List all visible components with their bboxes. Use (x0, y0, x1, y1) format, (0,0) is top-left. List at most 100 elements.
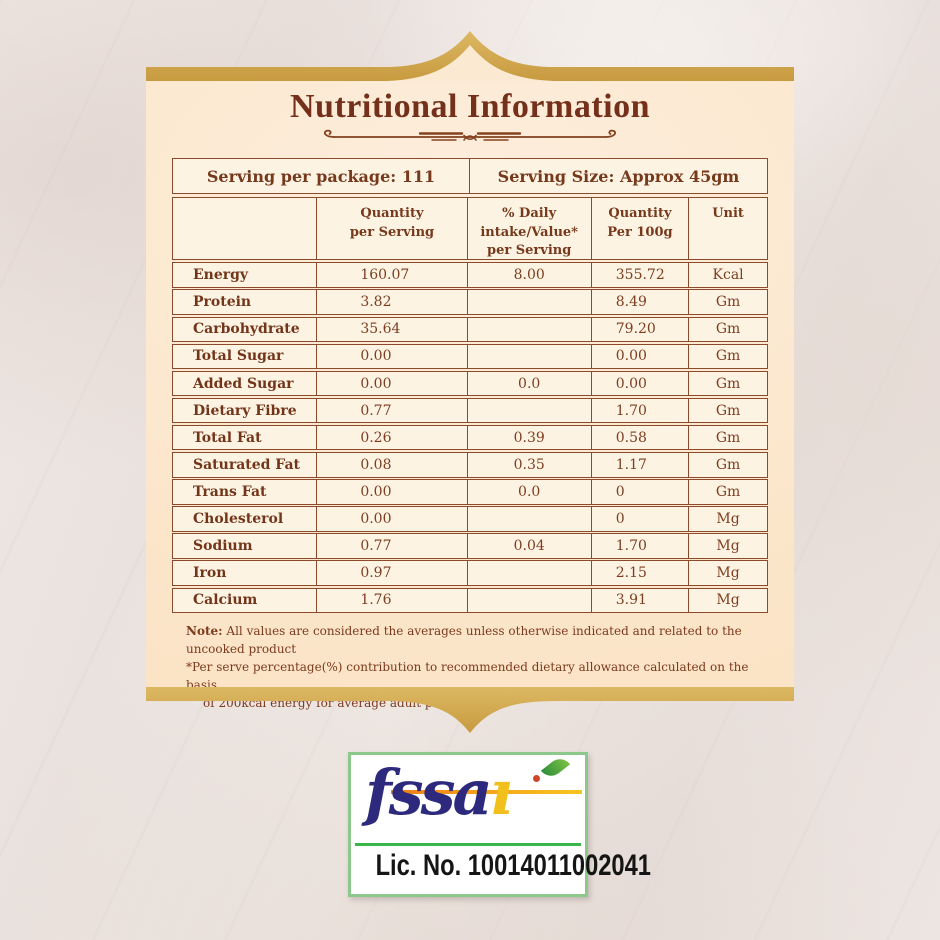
table-row: Saturated Fat 0.08 0.35 1.17 Gm (172, 452, 768, 478)
fssai-word-i: ı (489, 756, 514, 829)
unit: Gm (715, 348, 741, 365)
nutrient-name: Calcium (173, 588, 318, 613)
header-nutrient (173, 198, 318, 260)
nutrient-name: Added Sugar (173, 371, 318, 396)
nutrient-name: Energy (173, 263, 318, 287)
daily-value (468, 561, 592, 585)
daily-value: 0.35 (468, 453, 592, 477)
unit: Gm (715, 456, 741, 473)
qty-per-100g: 0 (592, 507, 690, 531)
nutrient-name: Sodium (173, 534, 318, 558)
nutrition-label: Nutritional Information Serving per pack… (146, 29, 794, 736)
qty-per-100g: 3.91 (592, 588, 690, 613)
qty-per-serving: 35.64 (317, 317, 468, 342)
qty-per-serving: 0.77 (317, 398, 468, 423)
nutrient-name: Trans Fat (173, 480, 318, 504)
nutrient-name: Iron (173, 561, 318, 585)
serving-size: Serving Size: Approx 45gm (497, 166, 740, 186)
qty-per-100g: 1.17 (592, 453, 690, 477)
qty-per-100g: 0.58 (592, 425, 690, 450)
unit: Mg (716, 592, 740, 609)
leaf-icon (540, 754, 571, 781)
nutrient-name: Protein (173, 290, 318, 314)
header-unit: Unit (712, 206, 744, 222)
table-header-row: Quantity per Serving % Daily intake/Valu… (172, 197, 768, 261)
nutrition-table: Quantity per Serving % Daily intake/Valu… (172, 197, 768, 614)
page-title: Nutritional Information (290, 88, 650, 125)
daily-value (468, 344, 592, 369)
table-row: Total Fat 0.26 0.39 0.58 Gm (172, 424, 768, 451)
qty-per-serving: 0.77 (317, 534, 468, 558)
table-row: Cholesterol 0.00 0 Mg (172, 506, 768, 532)
title-flourish-icon (323, 130, 617, 142)
table-row: Total Sugar 0.00 0.00 Gm (172, 343, 768, 370)
daily-value (468, 290, 592, 314)
daily-value (468, 507, 592, 531)
qty-per-100g: 355.72 (592, 263, 690, 287)
table-row: Iron 0.97 2.15 Mg (172, 560, 768, 586)
daily-value: 8.00 (468, 263, 592, 287)
qty-per-100g: 0 (592, 480, 690, 504)
unit: Gm (715, 321, 741, 338)
qty-per-serving: 0.08 (317, 453, 468, 477)
qty-per-serving: 0.00 (317, 480, 468, 504)
unit: Gm (715, 402, 741, 419)
fssai-logo: fssaı Lic. No. 10014011002041 (348, 752, 651, 897)
note-label: Note: (186, 624, 223, 639)
daily-value (468, 398, 592, 423)
gold-border-bottom-icon (146, 687, 794, 733)
qty-per-serving: 0.00 (317, 371, 468, 396)
daily-value: 0.39 (468, 425, 592, 450)
qty-per-serving: 0.00 (317, 344, 468, 369)
fssai-license-number: Lic. No. 10014011002041 (375, 849, 651, 882)
unit: Gm (715, 375, 741, 392)
qty-per-serving: 0.00 (317, 507, 468, 531)
label-body: Nutritional Information Serving per pack… (146, 80, 794, 710)
note-text: All values are considered the averages u… (186, 624, 742, 657)
unit: Gm (715, 483, 741, 500)
nutrient-name: Dietary Fibre (173, 398, 318, 423)
unit: Gm (715, 429, 741, 446)
qty-per-100g: 0.00 (592, 371, 690, 396)
table-row: Carbohydrate 35.64 79.20 Gm (172, 316, 768, 343)
qty-per-100g: 2.15 (592, 561, 690, 585)
table-row: Dietary Fibre 0.77 1.70 Gm (172, 397, 768, 424)
qty-per-serving: 160.07 (317, 263, 468, 287)
qty-per-serving: 0.97 (317, 561, 468, 585)
nutrient-name: Total Fat (173, 425, 318, 450)
nutrient-name: Carbohydrate (173, 317, 318, 342)
unit: Mg (716, 538, 740, 555)
serving-info-row: Serving per package: 111 Serving Size: A… (172, 158, 768, 195)
table-row: Sodium 0.77 0.04 1.70 Mg (172, 533, 768, 559)
nutrient-name: Saturated Fat (173, 453, 318, 477)
daily-value: 0.04 (468, 534, 592, 558)
qty-per-100g: 1.70 (592, 534, 690, 558)
qty-per-serving: 0.26 (317, 425, 468, 450)
table-row: Calcium 1.76 3.91 Mg (172, 587, 768, 614)
nutrient-name: Total Sugar (173, 344, 318, 369)
fssai-orange-line (391, 790, 582, 794)
unit: Gm (715, 294, 741, 311)
header-qty-per-100g: Quantity Per 100g (592, 198, 690, 260)
qty-per-100g: 8.49 (592, 290, 690, 314)
table-row: Protein 3.82 8.49 Gm (172, 289, 768, 315)
serving-per-package: Serving per package: 111 (173, 159, 470, 194)
qty-per-100g: 79.20 (592, 317, 690, 342)
unit: Mg (716, 510, 740, 527)
leaf-dot-icon (533, 775, 540, 782)
daily-value: 0.0 (468, 371, 592, 396)
header-qty-per-serving: Quantity per Serving (317, 198, 468, 260)
unit: Mg (716, 565, 740, 582)
fssai-green-line (355, 843, 581, 846)
note-line: Note: All values are considered the aver… (186, 622, 768, 658)
table-row: Energy 160.07 8.00 355.72 Kcal (172, 262, 768, 288)
qty-per-serving: 3.82 (317, 290, 468, 314)
gold-border-top-icon (146, 31, 794, 81)
unit: Kcal (712, 267, 744, 284)
header-daily-value: % Daily intake/Value* per Serving (468, 198, 592, 260)
daily-value (468, 588, 592, 613)
nutrient-name: Cholesterol (173, 507, 318, 531)
table-row: Trans Fat 0.00 0.0 0 Gm (172, 479, 768, 505)
daily-value: 0.0 (468, 480, 592, 504)
qty-per-100g: 1.70 (592, 398, 690, 423)
